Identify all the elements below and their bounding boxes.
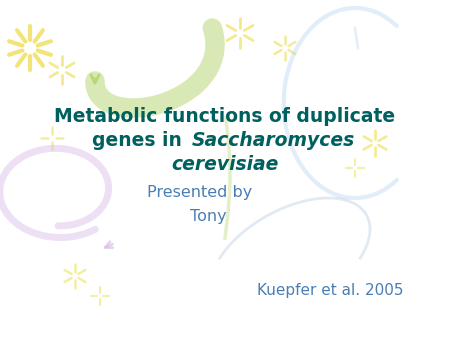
Text: Tony: Tony	[190, 209, 226, 223]
Text: Kuepfer et al. 2005: Kuepfer et al. 2005	[257, 283, 403, 297]
Text: genes in: genes in	[92, 130, 188, 149]
Text: Saccharomyces: Saccharomyces	[192, 130, 355, 149]
Text: Metabolic functions of duplicate: Metabolic functions of duplicate	[54, 106, 396, 125]
Text: Presented by: Presented by	[148, 186, 252, 200]
Text: cerevisiae: cerevisiae	[171, 154, 279, 173]
